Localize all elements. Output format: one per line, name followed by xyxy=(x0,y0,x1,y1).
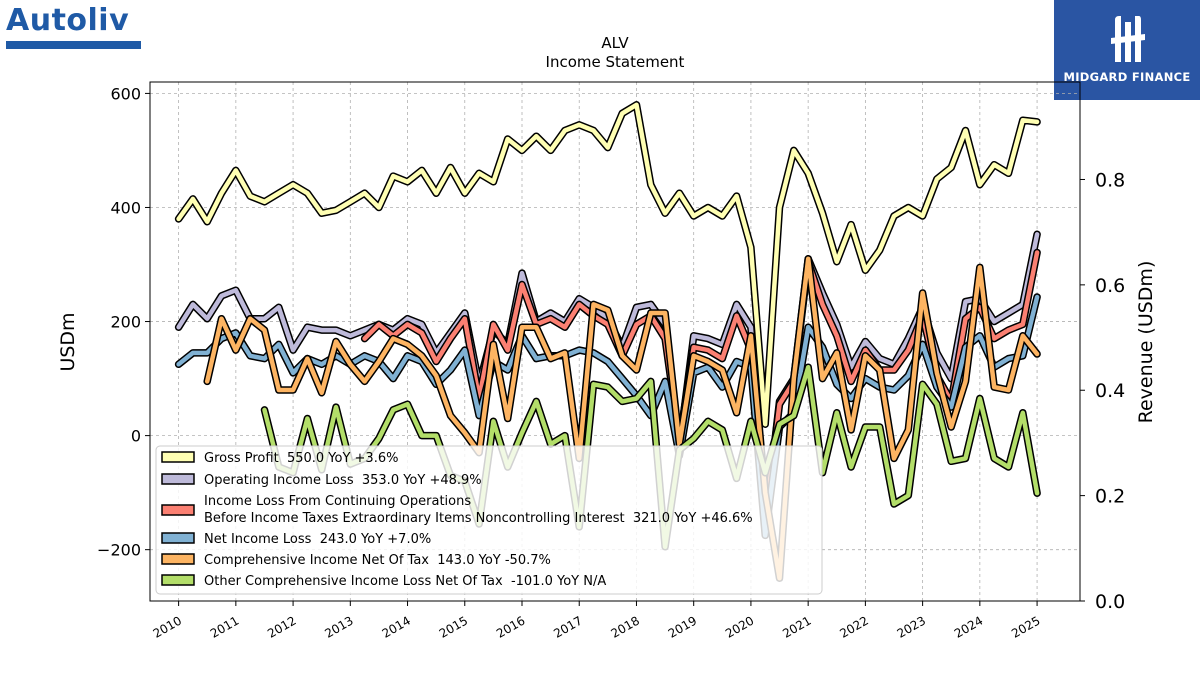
x-tick-label: 2017 xyxy=(551,613,584,640)
legend-label: Comprehensive Income Net Of Tax 143.0 Yo… xyxy=(204,553,551,568)
x-tick-label: 2010 xyxy=(151,613,184,640)
series-0 xyxy=(174,101,1041,428)
x-tick-label: 2022 xyxy=(837,613,870,640)
series-5 xyxy=(260,363,1041,551)
autoliv-logo-text: Autoliv xyxy=(6,3,130,38)
legend-swatch xyxy=(161,473,195,485)
y-tick-label: 200 xyxy=(110,313,141,332)
legend-entry-2: Income Loss From Continuing Operations Be… xyxy=(161,494,753,526)
x-tick-label: 2011 xyxy=(208,613,241,640)
x-axis: 2010 2011 2012 2013 2014 2015 2016 2017 2018 2019… xyxy=(151,601,1043,641)
autoliv-logo: Autoliv xyxy=(6,4,142,54)
legend-label: Operating Income Loss 353.0 YoY +48.9% xyxy=(204,473,482,488)
midgard-logo-text: MIDGARD FINANCE xyxy=(1063,70,1191,84)
x-tick-label: 2020 xyxy=(723,613,756,640)
y-tick-label: −200 xyxy=(97,541,141,560)
y-right-tick-label: 0.8 xyxy=(1095,169,1125,191)
x-tick-label: 2025 xyxy=(1009,613,1042,640)
x-tick-label: 2023 xyxy=(895,613,928,640)
chart-title: ALV xyxy=(601,34,629,52)
legend-entry-3: Net Income Loss 243.0 YoY +7.0% xyxy=(161,532,431,547)
y-right-tick-label: 0.2 xyxy=(1095,486,1125,508)
series-4 xyxy=(203,255,1041,582)
x-tick-label: 2013 xyxy=(322,613,355,640)
midgard-logo-icon xyxy=(1111,16,1145,62)
x-tick-label: 2018 xyxy=(609,613,642,640)
legend-box xyxy=(155,445,823,595)
y-axis-right: 0.0 0.2 0.4 0.6 0.8 xyxy=(1080,169,1125,613)
axes-frame xyxy=(149,81,1081,602)
chart-subtitle: Income Statement xyxy=(546,53,685,71)
x-tick-label: 2016 xyxy=(494,613,527,640)
legend-swatch xyxy=(161,504,195,516)
y-tick-label: 400 xyxy=(110,198,141,217)
legend-swatch xyxy=(161,553,195,565)
y-axis-label: USDm xyxy=(57,312,79,371)
legend-swatch xyxy=(161,451,195,463)
legend-entry-4: Comprehensive Income Net Of Tax 143.0 Yo… xyxy=(161,553,551,568)
x-tick-label: 2021 xyxy=(780,613,813,640)
x-tick-label: 2012 xyxy=(265,613,298,640)
y-axis-right-label: Revenue (USDm) xyxy=(1135,261,1157,424)
chart-legend: Gross Profit 550.0 YoY +3.6% Operating In… xyxy=(155,445,823,595)
legend-entry-5: Other Comprehensive Income Loss Net Of T… xyxy=(161,574,606,589)
series-line xyxy=(176,294,1040,538)
legend-label: Before Income Taxes Extraordinary Items … xyxy=(204,511,753,526)
y-right-tick-label: 0.0 xyxy=(1095,591,1125,613)
autoliv-logo-underline xyxy=(6,41,141,49)
y-tick-label: 0 xyxy=(131,427,141,446)
legend-entry-1: Operating Income Loss 353.0 YoY +48.9% xyxy=(161,473,482,488)
y-axis-left: −200 0 200 400 600 xyxy=(97,84,150,560)
legend-entry-0: Gross Profit 550.0 YoY +3.6% xyxy=(161,451,398,466)
chart-series-layer xyxy=(174,101,1041,582)
legend-label: Other Comprehensive Income Loss Net Of T… xyxy=(204,574,606,589)
legend-swatch xyxy=(161,532,195,544)
y-right-tick-label: 0.6 xyxy=(1095,275,1125,297)
y-right-tick-label: 0.4 xyxy=(1095,380,1125,402)
series-line xyxy=(204,256,1040,581)
series-3 xyxy=(174,293,1041,540)
x-tick-label: 2024 xyxy=(952,613,985,640)
x-tick-label: 2019 xyxy=(666,613,699,640)
midgard-finance-logo: MIDGARD FINANCE xyxy=(1054,0,1200,100)
legend-label: Income Loss From Continuing Operations xyxy=(204,494,471,509)
legend-swatch xyxy=(161,574,195,586)
legend-label: Gross Profit 550.0 YoY +3.6% xyxy=(204,451,398,466)
x-tick-label: 2014 xyxy=(380,613,413,640)
x-tick-label: 2015 xyxy=(437,613,470,640)
y-tick-label: 600 xyxy=(110,84,141,103)
series-line xyxy=(262,364,1040,550)
legend-label: Net Income Loss 243.0 YoY +7.0% xyxy=(204,532,431,547)
series-line xyxy=(176,102,1040,427)
